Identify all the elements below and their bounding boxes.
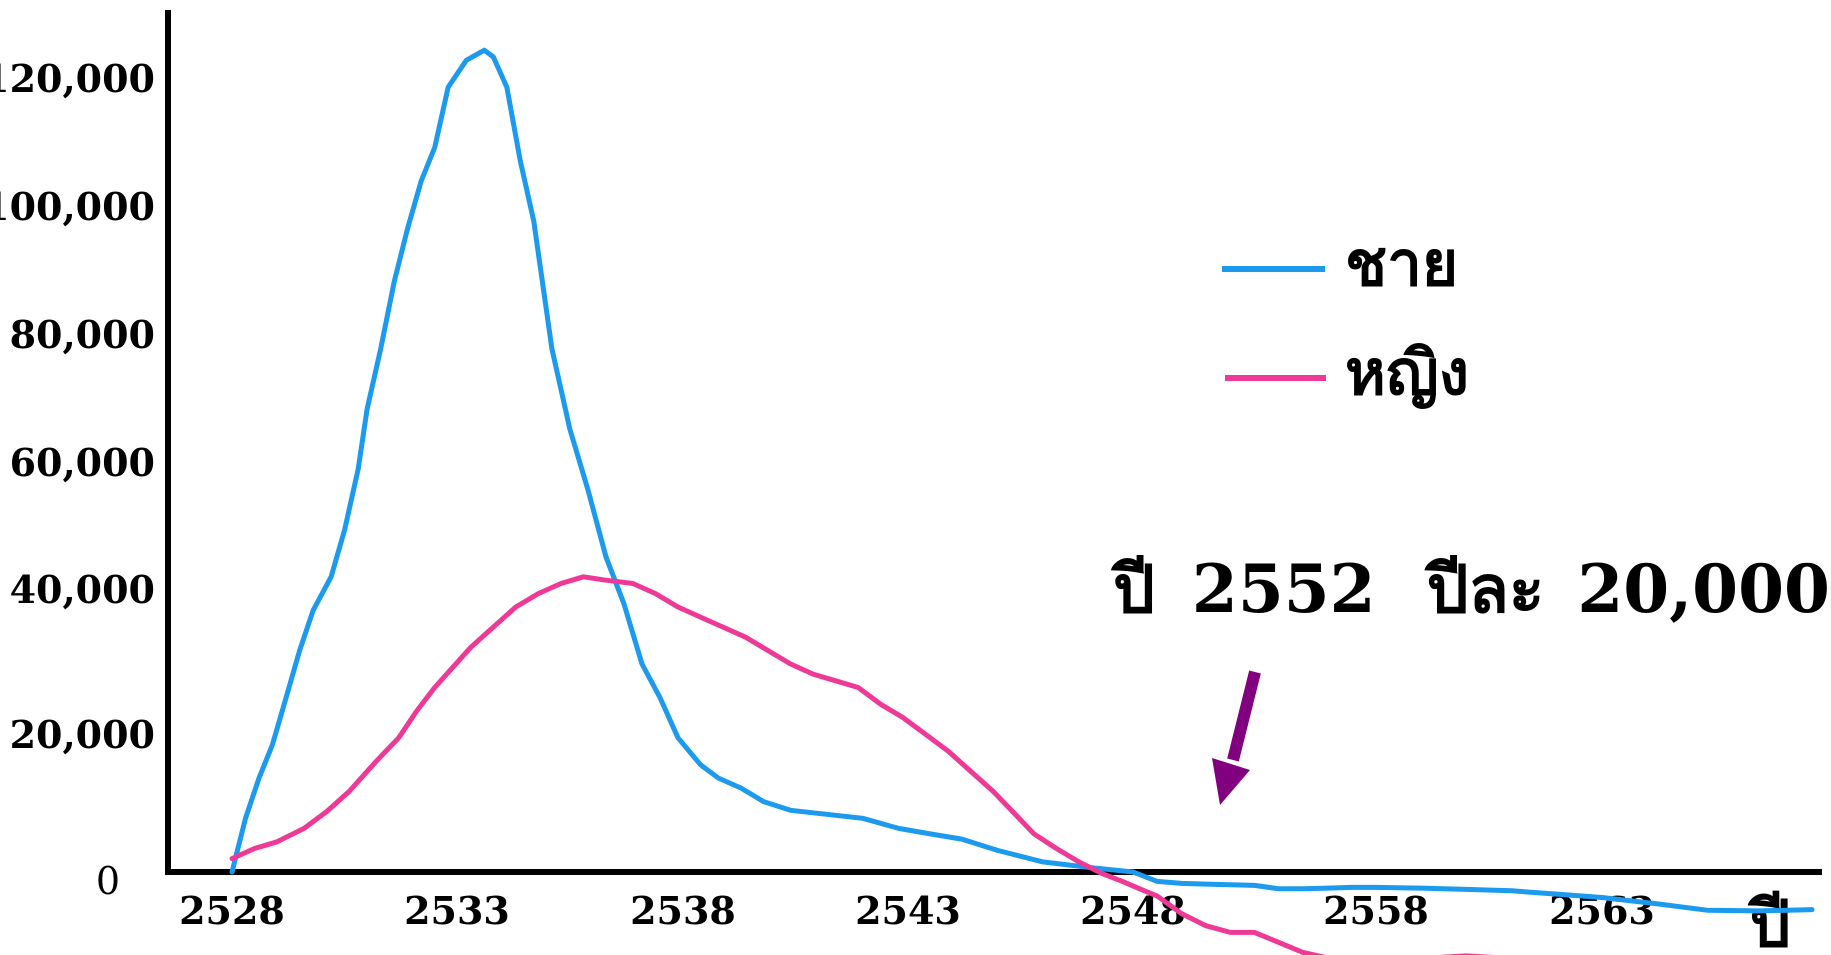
annotation-arrow-head [1212, 758, 1250, 805]
series-line-female [229, 574, 1495, 955]
annotation-part: 2552 [1192, 550, 1376, 628]
x-tick-label: 2543 [855, 888, 961, 933]
annotation-text: ปี 2552 ปีละ 20,000 [1110, 550, 1830, 628]
x-tick-label: 2528 [179, 888, 285, 933]
x-axis-label: ปี [1747, 887, 1790, 955]
x-tick-label: 2538 [630, 888, 736, 933]
y-tick-label: 60,000 [10, 440, 155, 485]
annotation-part: ปี [1110, 550, 1154, 628]
series-line-male [229, 47, 1815, 914]
x-tick-label: 2548 [1080, 888, 1186, 933]
y-tick-label: 20,000 [10, 712, 155, 757]
x-tick-label: 2558 [1323, 888, 1429, 933]
y-tick-label: 0 [96, 859, 120, 903]
y-tick-label: 40,000 [10, 567, 155, 612]
annotation-part: 20,000 [1577, 550, 1830, 628]
annotation: ปี 2552 ปีละ 20,000 [1110, 550, 1830, 805]
legend-label-male: ชาย [1345, 227, 1458, 300]
legend-label-female: หญิง [1345, 336, 1469, 409]
y-tick-label: 80,000 [10, 312, 155, 357]
annotation-arrow-shaft [1227, 670, 1261, 762]
y-tick-label: 100,000 [0, 184, 155, 229]
y-tick-label: 120,000 [0, 56, 155, 101]
x-tick-label: 2533 [404, 888, 510, 933]
annotation-part: ปีละ [1424, 550, 1544, 628]
legend: ชาย หญิง [1222, 227, 1469, 409]
